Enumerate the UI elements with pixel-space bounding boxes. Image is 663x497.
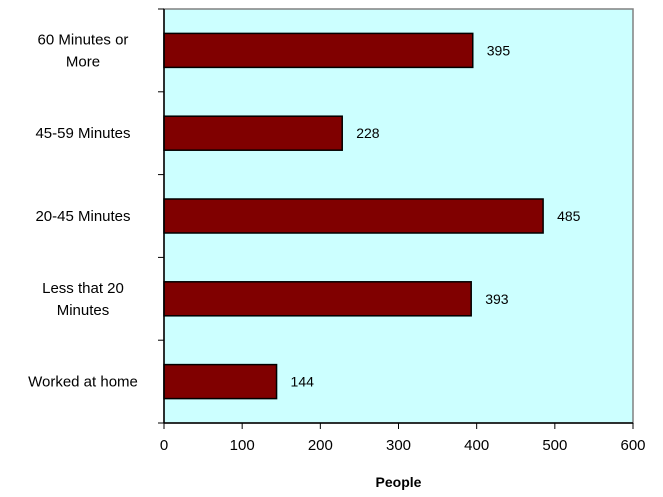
category-label: Worked at home — [28, 374, 138, 391]
x-tick-label: 500 — [542, 437, 567, 454]
x-axis-title: People — [376, 474, 422, 490]
bar — [163, 363, 278, 400]
category-label: Less that 20 Minutes — [42, 280, 124, 319]
bar — [163, 32, 474, 69]
category-label: 20-45 Minutes — [35, 208, 130, 225]
bar-data-label: 485 — [557, 208, 581, 224]
x-tick-label: 300 — [386, 437, 411, 454]
x-tick-label: 400 — [464, 437, 489, 454]
x-tick-label: 600 — [620, 437, 645, 454]
x-tick-label: 200 — [308, 437, 333, 454]
y-axis: 60 Minutes or More 45-59 Minutes 20-45 Minu… — [28, 8, 165, 424]
bar-data-label: 144 — [291, 374, 315, 390]
bars-group — [163, 32, 544, 400]
bar — [163, 281, 472, 317]
bar — [163, 115, 343, 151]
bar — [163, 198, 544, 234]
bar-data-label: 393 — [485, 291, 509, 307]
x-tick-label: 0 — [160, 437, 168, 454]
x-axis: 0 100 200 300 400 500 600 — [160, 422, 646, 454]
bar-data-label: 228 — [356, 125, 380, 141]
category-label: 45-59 Minutes — [35, 125, 130, 142]
x-tick-label: 100 — [230, 437, 255, 454]
data-labels-group: 395 228 485 393 144 — [291, 42, 581, 389]
bar-data-label: 395 — [487, 42, 511, 58]
category-label: 60 Minutes or More — [38, 31, 129, 70]
